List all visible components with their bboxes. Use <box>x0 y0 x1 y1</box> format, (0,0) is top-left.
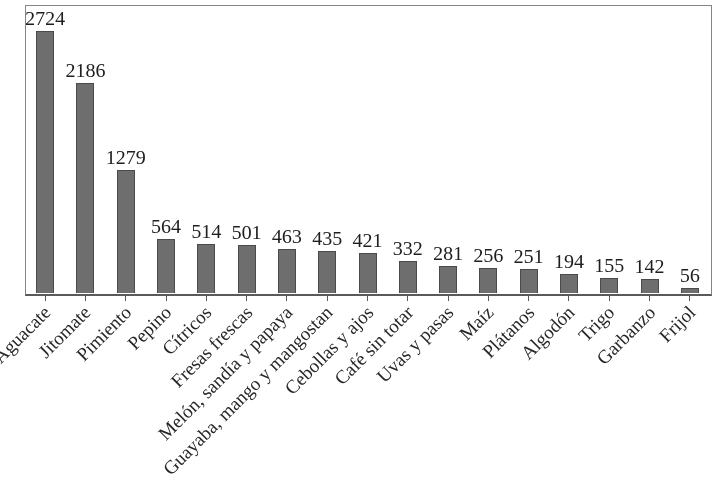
axis-tick <box>326 295 328 301</box>
plot-area <box>25 5 712 296</box>
bar-value-label: 2724 <box>25 8 66 30</box>
bar-value-label: 1279 <box>105 147 146 169</box>
bar-10 <box>398 261 417 293</box>
bar-12 <box>479 268 498 293</box>
axis-tick <box>205 295 207 301</box>
axis-tick <box>165 295 167 301</box>
bar-value-label: 332 <box>392 238 423 260</box>
bar-17 <box>680 288 699 293</box>
axis-tick <box>447 295 449 301</box>
bar-value-label: 56 <box>679 265 700 287</box>
bar-5 <box>197 244 216 293</box>
bar-value-label: 251 <box>513 246 544 268</box>
bar-value-label: 256 <box>473 245 504 267</box>
axis-tick <box>487 295 489 301</box>
bar-9 <box>358 253 377 293</box>
bar-6 <box>237 245 256 293</box>
bar-value-label: 142 <box>634 256 665 278</box>
bar-value-label: 564 <box>151 216 182 238</box>
axis-tick <box>568 295 570 301</box>
bar-value-label: 501 <box>231 222 262 244</box>
bar-15 <box>600 278 619 293</box>
bar-value-label: 155 <box>594 255 625 277</box>
bar-value-label: 463 <box>271 226 302 248</box>
axis-tick <box>246 295 248 301</box>
axis-tick <box>125 295 127 301</box>
bar-value-label: 194 <box>553 251 584 273</box>
bar-3 <box>116 170 135 293</box>
axis-tick <box>608 295 610 301</box>
bar-value-label: 421 <box>352 230 383 252</box>
bar-value-label: 435 <box>312 228 343 250</box>
bar-16 <box>640 279 659 293</box>
axis-tick <box>286 295 288 301</box>
bar-4 <box>157 239 176 293</box>
axis-tick <box>689 295 691 301</box>
bar-13 <box>519 269 538 293</box>
bar-11 <box>439 266 458 293</box>
bar-value-label: 281 <box>433 243 464 265</box>
bar-8 <box>318 251 337 293</box>
bar-2 <box>76 83 95 293</box>
bar-1 <box>36 31 55 293</box>
bar-value-label: 514 <box>191 221 222 243</box>
bar-14 <box>559 274 578 293</box>
axis-tick <box>84 295 86 301</box>
bar-value-label: 2186 <box>65 60 106 82</box>
axis-tick <box>44 295 46 301</box>
axis-tick <box>407 295 409 301</box>
axis-tick <box>367 295 368 301</box>
axis-tick <box>649 295 651 301</box>
axis-tick <box>528 295 530 301</box>
bar-7 <box>277 249 296 293</box>
